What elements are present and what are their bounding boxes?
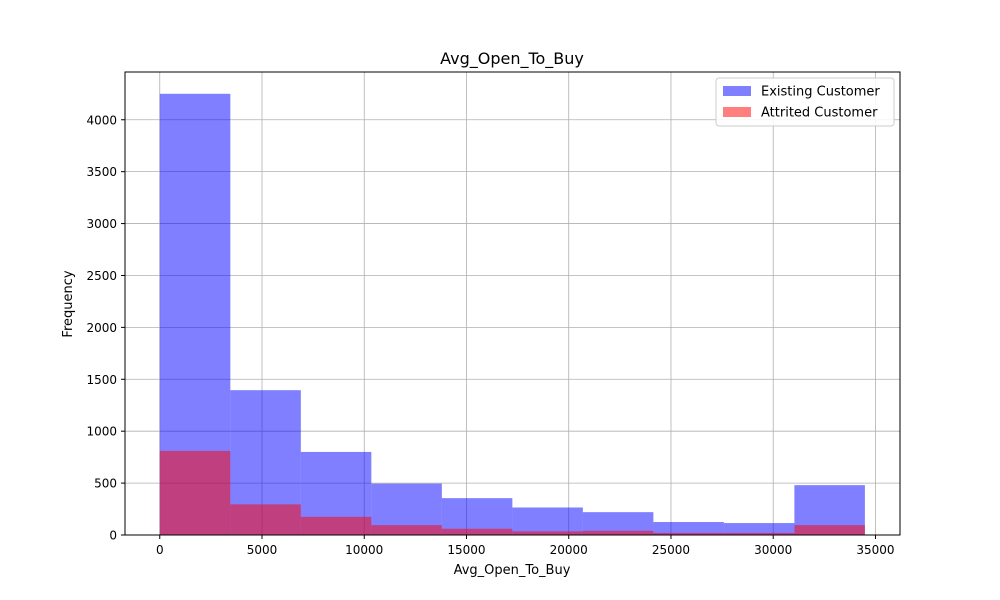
x-tick-label: 30000 [754,543,792,557]
y-axis-label: Frequency [61,270,76,337]
y-tick-label: 3500 [86,165,117,179]
bar-series-2-bin-3 [300,516,372,535]
x-tick-label: 10000 [345,543,383,557]
x-tick-label: 15000 [447,543,485,557]
y-tick-label: 2000 [86,321,117,335]
bar-series-2-bin-5 [441,528,513,535]
y-tick-label: 1500 [86,373,117,387]
legend-label: Existing Customer [761,85,880,100]
legend-box [715,77,895,127]
x-tick-label: 20000 [550,543,588,557]
bar-series-2-bin-6 [512,531,583,535]
bars [159,93,865,535]
legend-label: Attrited Customer [761,106,878,121]
y-tick-label: 3000 [86,217,117,231]
x-tick-label: 35000 [856,543,894,557]
legend: Existing Customer Attrited Customer [715,77,895,127]
bar-series-2-bin-10 [794,525,865,535]
x-tick-label: 25000 [652,543,690,557]
bar-series-1-bin-7 [582,512,654,535]
y-tick-label: 2500 [86,269,117,283]
bar-series-2-bin-8 [653,532,724,535]
bar-series-2-bin-7 [582,530,654,535]
x-tick-label: 5000 [247,543,278,557]
bar-series-1-bin-6 [512,507,583,535]
y-tick-label: 0 [109,529,117,543]
bar-series-1-bin-9 [723,523,795,535]
bar-series-2-bin-9 [723,532,795,535]
legend-swatch [723,86,751,96]
plot-frame [124,71,901,536]
y-tick-label: 4000 [86,113,117,127]
axes: 0 5000 10000 15000 20000 25000 30000 35000 0 500 1… [86,71,901,557]
bar-series-2-bin-2 [230,504,301,535]
y-tick-label: 500 [94,477,117,491]
y-tick-label: 1000 [86,425,117,439]
bar-series-1-bin-8 [653,522,724,535]
bar-series-2-bin-4 [371,525,442,535]
legend-swatch [723,107,751,117]
bar-series-2-bin-1 [159,450,231,535]
chart-title: Avg_Open_To_Buy [440,49,584,69]
x-tick-label: 0 [156,543,164,557]
x-axis-label: Avg_Open_To_Buy [454,563,571,578]
